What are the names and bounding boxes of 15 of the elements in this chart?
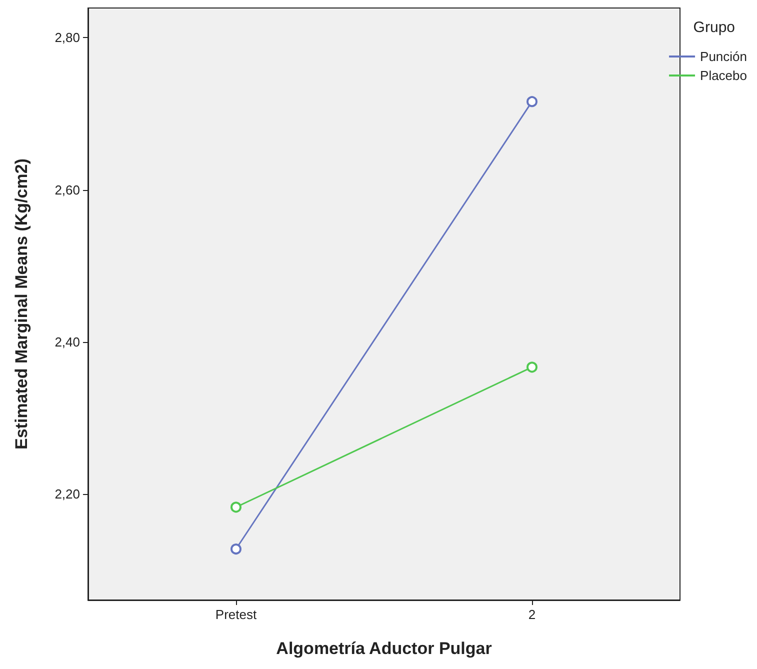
point xyxy=(526,362,538,373)
y-axis-title: Estimated Marginal Means (Kg/cm2) xyxy=(12,158,31,450)
legend-label: Punción xyxy=(700,49,748,64)
point xyxy=(230,502,242,513)
y-tick-label: 2,80 xyxy=(54,30,80,46)
legend-title: Grupo xyxy=(693,19,736,36)
x-tick-label: Pretest xyxy=(215,607,257,622)
x-tick-label: 2 xyxy=(528,607,536,622)
y-tick-label: 2,40 xyxy=(54,334,80,350)
point xyxy=(230,544,242,555)
y-tick-label: 2,60 xyxy=(54,182,80,198)
legend-label: Placebo xyxy=(700,68,748,83)
x-axis-title: Algometría Aductor Pulgar xyxy=(276,639,492,658)
y-tick-label: 2,20 xyxy=(54,486,80,502)
point xyxy=(526,96,538,108)
